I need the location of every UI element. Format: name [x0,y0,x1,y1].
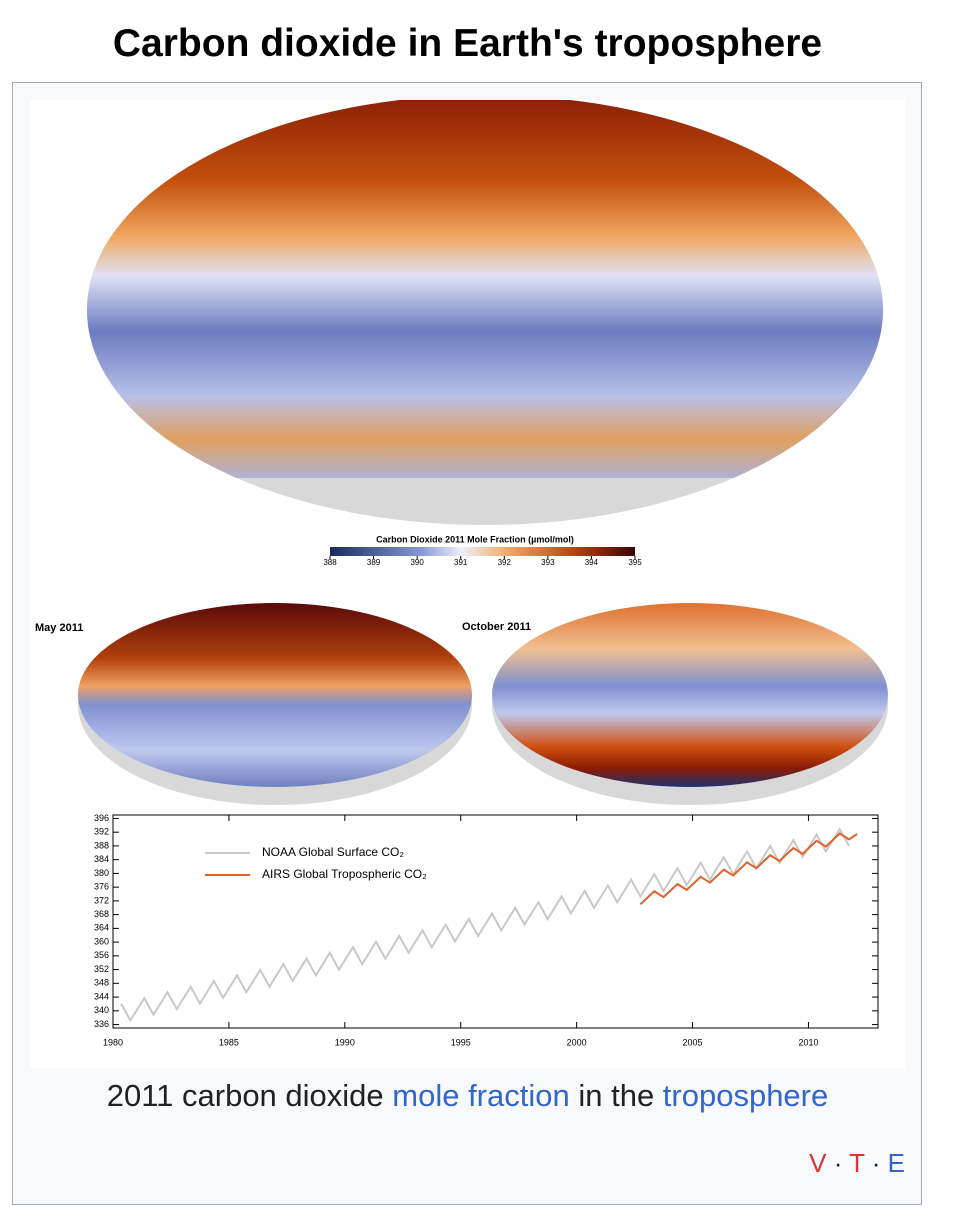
plot-frame [112,814,879,1029]
panel-label: May 2011 [35,622,83,634]
link[interactable]: troposphere [662,1078,829,1113]
map-annual [87,100,883,478]
data-line [639,832,858,906]
link[interactable]: mole fraction [392,1078,570,1113]
caption-text: 2011 carbon dioxide [106,1078,393,1113]
talk-link[interactable]: T [849,1148,865,1178]
y-tick-label: 368 [94,909,109,919]
colorbar-tick-label: 389 [367,558,381,567]
navbox-links: V · T · E [809,1148,905,1178]
x-tick-label: 1985 [219,1037,239,1047]
y-tick-label: 372 [94,895,109,905]
x-tick-label: 1990 [335,1037,355,1047]
colorbar-tick-label: 392 [498,558,512,567]
y-tick-label: 356 [94,950,109,960]
caption-text: in the [569,1078,663,1113]
colorbar-title: Carbon Dioxide 2011 Mole Fraction (µmol/… [376,534,574,544]
caption: 2011 carbon dioxide mole fraction in the… [0,1078,935,1114]
legend-label: AIRS Global Tropospheric CO₂ [262,867,427,881]
figure: Carbon Dioxide 2011 Mole Fraction (µmol/… [30,100,905,1068]
colorbar-tick-label: 391 [454,558,468,567]
y-tick-label: 348 [94,978,109,988]
y-tick-label: 392 [94,827,109,837]
y-tick-label: 340 [94,1005,109,1015]
x-tick-label: 2000 [567,1037,587,1047]
colorbar-tick-label: 393 [541,558,555,567]
x-tick-label: 2005 [683,1037,703,1047]
map-october [492,603,888,787]
colorbar-tick-label: 394 [585,558,599,567]
y-tick-label: 360 [94,936,109,946]
map-may [78,603,472,787]
y-tick-label: 380 [94,868,109,878]
legend-label: NOAA Global Surface CO₂ [262,845,404,859]
data-line [120,827,850,1023]
colorbar [330,547,635,556]
y-tick-label: 384 [94,854,109,864]
x-tick-label: 1980 [103,1037,123,1047]
y-tick-label: 364 [94,923,109,933]
title: Carbon dioxide in Earth's troposphere [112,22,823,65]
edit-link[interactable]: E [887,1148,905,1178]
y-tick-label: 344 [94,991,109,1001]
y-tick-label: 376 [94,882,109,892]
colorbar-tick-label: 390 [410,558,424,567]
x-tick-label: 1995 [451,1037,471,1047]
y-tick-label: 336 [94,1019,109,1029]
x-tick-label: 2010 [798,1037,818,1047]
colorbar-tick-label: 388 [323,558,337,567]
colorbar-tick-label: 395 [628,558,642,567]
y-tick-label: 388 [94,840,109,850]
view-link[interactable]: V [809,1148,827,1178]
y-tick-label: 396 [94,813,109,823]
y-tick-label: 352 [94,964,109,974]
panel-label: October 2011 [462,621,531,633]
